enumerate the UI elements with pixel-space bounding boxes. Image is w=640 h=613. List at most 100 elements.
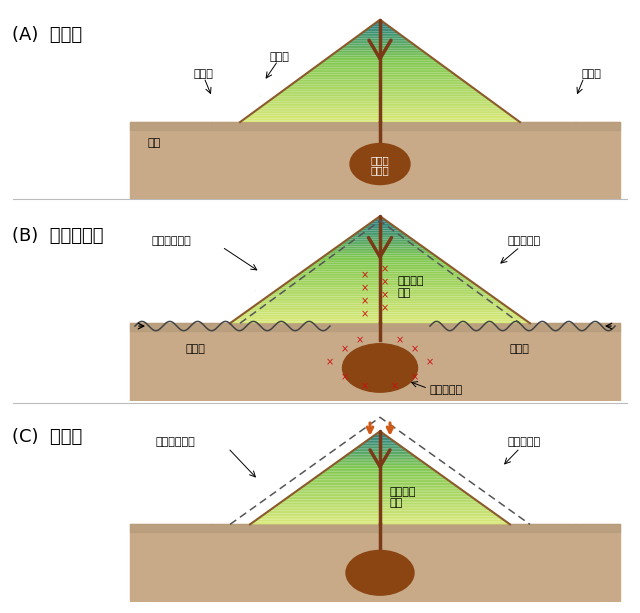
Text: (A)  平常時: (A) 平常時 [12, 26, 82, 44]
Polygon shape [265, 512, 495, 514]
Polygon shape [339, 459, 421, 461]
Polygon shape [262, 299, 497, 300]
Polygon shape [365, 225, 395, 227]
Polygon shape [243, 313, 518, 314]
Polygon shape [308, 71, 452, 72]
Text: 地表: 地表 [148, 138, 161, 148]
Polygon shape [310, 69, 450, 71]
Polygon shape [372, 219, 387, 221]
Polygon shape [338, 48, 422, 50]
Polygon shape [342, 241, 417, 243]
Polygon shape [232, 320, 527, 321]
Polygon shape [270, 293, 490, 295]
Polygon shape [237, 316, 522, 318]
Polygon shape [321, 471, 438, 473]
Polygon shape [333, 248, 428, 250]
Polygon shape [303, 270, 458, 272]
Polygon shape [348, 42, 413, 44]
Polygon shape [305, 72, 454, 74]
Polygon shape [275, 95, 485, 96]
Polygon shape [285, 498, 476, 500]
Text: 山体が膨張: 山体が膨張 [508, 237, 541, 246]
Polygon shape [263, 104, 497, 105]
Polygon shape [359, 33, 401, 35]
Polygon shape [345, 240, 415, 241]
Polygon shape [360, 229, 400, 230]
Polygon shape [373, 23, 387, 25]
Polygon shape [295, 275, 465, 277]
Polygon shape [287, 280, 472, 282]
Polygon shape [335, 50, 424, 52]
Text: 地震波: 地震波 [185, 345, 205, 354]
Polygon shape [298, 273, 463, 275]
Polygon shape [270, 98, 490, 100]
Polygon shape [284, 88, 476, 89]
Ellipse shape [350, 143, 410, 185]
Polygon shape [310, 479, 449, 481]
Polygon shape [369, 26, 392, 28]
Polygon shape [274, 506, 486, 508]
Polygon shape [244, 117, 515, 119]
Polygon shape [294, 81, 467, 83]
Polygon shape [355, 232, 405, 234]
Polygon shape [248, 309, 513, 311]
Polygon shape [367, 223, 392, 225]
Polygon shape [324, 59, 436, 61]
Polygon shape [257, 518, 504, 520]
Polygon shape [376, 433, 385, 435]
Polygon shape [312, 262, 447, 264]
Polygon shape [230, 321, 530, 323]
Polygon shape [243, 119, 518, 120]
Text: 地震計: 地震計 [194, 69, 214, 78]
Polygon shape [324, 470, 436, 471]
Text: ×: × [426, 357, 434, 367]
Polygon shape [307, 482, 454, 484]
Polygon shape [326, 468, 434, 470]
Polygon shape [358, 230, 403, 232]
Polygon shape [250, 307, 510, 309]
Polygon shape [255, 303, 505, 305]
Polygon shape [375, 218, 385, 219]
Polygon shape [312, 67, 447, 69]
Text: ×: × [411, 345, 419, 354]
Text: 地震波: 地震波 [510, 345, 530, 354]
Polygon shape [261, 105, 499, 107]
Polygon shape [266, 102, 494, 104]
Polygon shape [328, 252, 433, 254]
Polygon shape [273, 291, 488, 293]
Polygon shape [329, 56, 431, 57]
Polygon shape [247, 115, 513, 117]
Polygon shape [268, 295, 493, 297]
Polygon shape [275, 289, 485, 291]
Polygon shape [340, 243, 420, 245]
Polygon shape [293, 492, 467, 493]
Polygon shape [296, 80, 464, 81]
Polygon shape [302, 485, 458, 487]
Polygon shape [362, 32, 399, 33]
Text: ×: × [381, 291, 389, 300]
Polygon shape [252, 521, 508, 523]
Polygon shape [315, 261, 445, 262]
Polygon shape [300, 272, 460, 273]
Polygon shape [290, 279, 470, 280]
Polygon shape [315, 66, 445, 67]
Polygon shape [289, 85, 471, 86]
Text: ×: × [341, 345, 349, 354]
Polygon shape [287, 497, 473, 498]
Polygon shape [371, 25, 389, 26]
Polygon shape [374, 435, 387, 436]
Polygon shape [252, 112, 508, 113]
Polygon shape [330, 465, 430, 467]
Polygon shape [301, 76, 460, 78]
Polygon shape [352, 450, 408, 451]
Polygon shape [240, 314, 520, 316]
Text: ×: × [356, 335, 364, 345]
Polygon shape [285, 282, 475, 284]
Polygon shape [342, 45, 417, 47]
Polygon shape [352, 39, 408, 40]
Polygon shape [287, 86, 474, 88]
Text: ×: × [411, 372, 419, 383]
Polygon shape [369, 438, 391, 439]
Polygon shape [240, 120, 520, 122]
Polygon shape [253, 305, 508, 307]
